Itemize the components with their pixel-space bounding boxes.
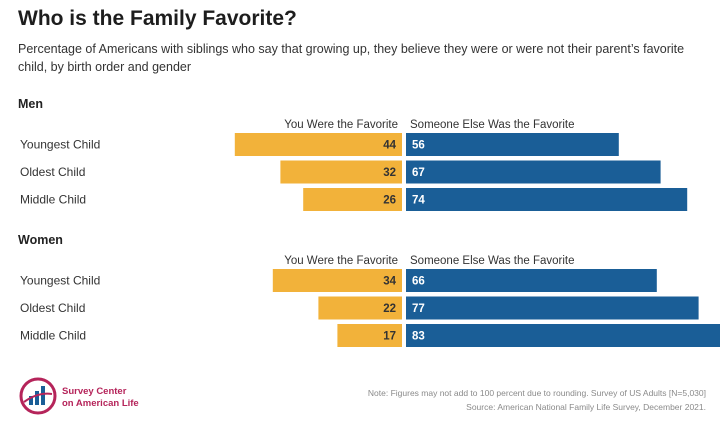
logo-line-1: Survey Center xyxy=(62,386,127,397)
series-header-men-someone-else: Someone Else Was the Favorite xyxy=(410,119,574,131)
category-label-women-middle-child: Middle Child xyxy=(20,329,86,343)
survey-center-logo-icon xyxy=(19,377,57,415)
category-label-men-oldest-child: Oldest Child xyxy=(20,165,85,179)
series-header-men-favorite: You Were the Favorite xyxy=(284,119,398,131)
bar-men-youngest-child-favorite xyxy=(234,133,402,156)
bar-women-oldest-child-favorite xyxy=(318,296,402,320)
series-header-women-someone-else: Someone Else Was the Favorite xyxy=(410,255,574,267)
bar-women-middle-child-someone-else xyxy=(406,324,720,347)
group-label-women: Women xyxy=(18,233,63,247)
category-label-men-middle-child: Middle Child xyxy=(20,193,86,207)
bar-women-oldest-child-someone-else xyxy=(406,296,699,320)
bar-men-oldest-child-someone-else xyxy=(406,160,661,184)
chart-title: Who is the Family Favorite? xyxy=(18,7,297,30)
diverging-bar-chart: Men You Were the Favorite Someone Else Was… xyxy=(18,97,720,347)
category-label-women-oldest-child: Oldest Child xyxy=(20,301,85,315)
value-label-men-youngest-child-someone-else: 56 xyxy=(412,140,425,152)
value-label-women-oldest-child-favorite: 22 xyxy=(383,303,396,315)
bar-men-youngest-child-someone-else xyxy=(406,133,619,156)
bar-men-oldest-child-favorite xyxy=(280,160,402,184)
footnote: Note: Figures may not add to 100 percent… xyxy=(368,386,706,414)
bar-men-middle-child-someone-else xyxy=(406,188,688,211)
source-text: Source: American National Family Life Su… xyxy=(466,402,706,412)
category-label-men-youngest-child: Youngest Child xyxy=(20,138,100,152)
bar-women-youngest-child-someone-else xyxy=(406,269,657,292)
logo-text: Survey Center on American Life xyxy=(62,386,162,410)
group-label-men: Men xyxy=(18,97,43,111)
chart-subtitle: Percentage of Americans with siblings wh… xyxy=(18,42,685,74)
bar-men-middle-child-favorite xyxy=(303,188,402,211)
value-label-women-middle-child-favorite: 17 xyxy=(383,331,396,343)
value-label-women-middle-child-someone-else: 83 xyxy=(412,331,425,343)
value-label-men-middle-child-favorite: 26 xyxy=(383,195,396,207)
series-header-women-favorite: You Were the Favorite xyxy=(284,255,398,267)
value-label-women-youngest-child-favorite: 34 xyxy=(383,276,396,288)
value-label-men-youngest-child-favorite: 44 xyxy=(383,140,396,152)
value-label-men-oldest-child-favorite: 32 xyxy=(383,167,396,179)
value-label-men-middle-child-someone-else: 74 xyxy=(412,195,425,207)
category-label-women-youngest-child: Youngest Child xyxy=(20,274,100,288)
value-label-men-oldest-child-someone-else: 67 xyxy=(412,167,425,179)
value-label-women-oldest-child-someone-else: 77 xyxy=(412,303,425,315)
bar-women-middle-child-favorite xyxy=(337,324,402,347)
note-text: Note: Figures may not add to 100 percent… xyxy=(367,388,706,398)
logo-line-2: on American Life xyxy=(62,398,139,409)
bar-women-youngest-child-favorite xyxy=(272,269,402,292)
value-label-women-youngest-child-someone-else: 66 xyxy=(412,276,425,288)
